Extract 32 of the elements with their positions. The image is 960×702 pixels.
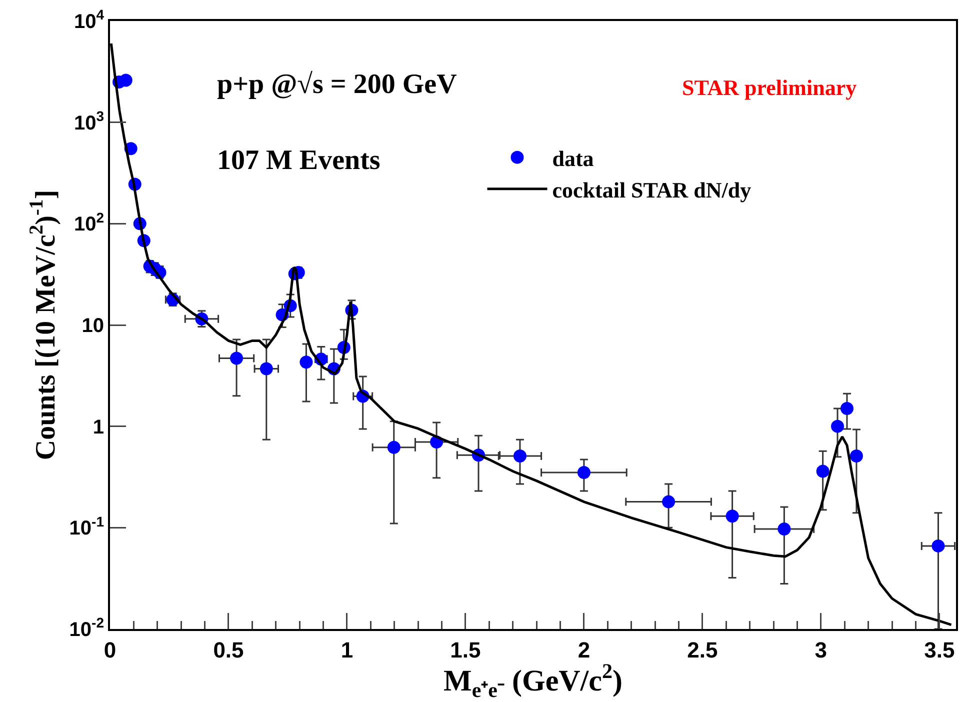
annotation: STAR preliminary [682, 75, 857, 100]
y-tick-label: 10$^{3}$ [74, 108, 104, 134]
y-tick-label: 10 [82, 315, 104, 337]
point [778, 522, 791, 536]
legend-label: cocktail STAR dN/dy [552, 178, 752, 202]
point [260, 362, 273, 376]
x-tick-label: 0.5 [213, 637, 244, 662]
point [850, 449, 863, 462]
point [300, 356, 313, 369]
point [831, 420, 844, 433]
y-tick-label: 10$^{-1}$ [69, 513, 104, 540]
x-tick-label: 0 [104, 637, 116, 662]
annotation: p+p @√s = 200 GeV [217, 69, 457, 100]
x-tick-label: 2.5 [687, 637, 718, 662]
x-tick-label: 3 [814, 637, 828, 662]
y-tick-label: 10$^{4}$ [74, 6, 104, 33]
x-tick-label: 3.5 [924, 637, 955, 662]
point [387, 440, 400, 454]
point [932, 539, 945, 552]
point [662, 495, 676, 508]
point [230, 352, 244, 365]
point [840, 402, 854, 415]
annotation: 107 M Events [217, 145, 380, 176]
y-tick-label: 1 [92, 416, 104, 438]
legend-label: data [552, 146, 594, 171]
point [513, 449, 526, 462]
y-tick-label: 10$^{-2}$ [69, 614, 104, 641]
point [577, 466, 590, 480]
point [726, 510, 739, 523]
y-tick-label: 10$^{2}$ [74, 209, 104, 236]
point [119, 74, 132, 87]
x-tick-label: 1 [340, 637, 354, 662]
